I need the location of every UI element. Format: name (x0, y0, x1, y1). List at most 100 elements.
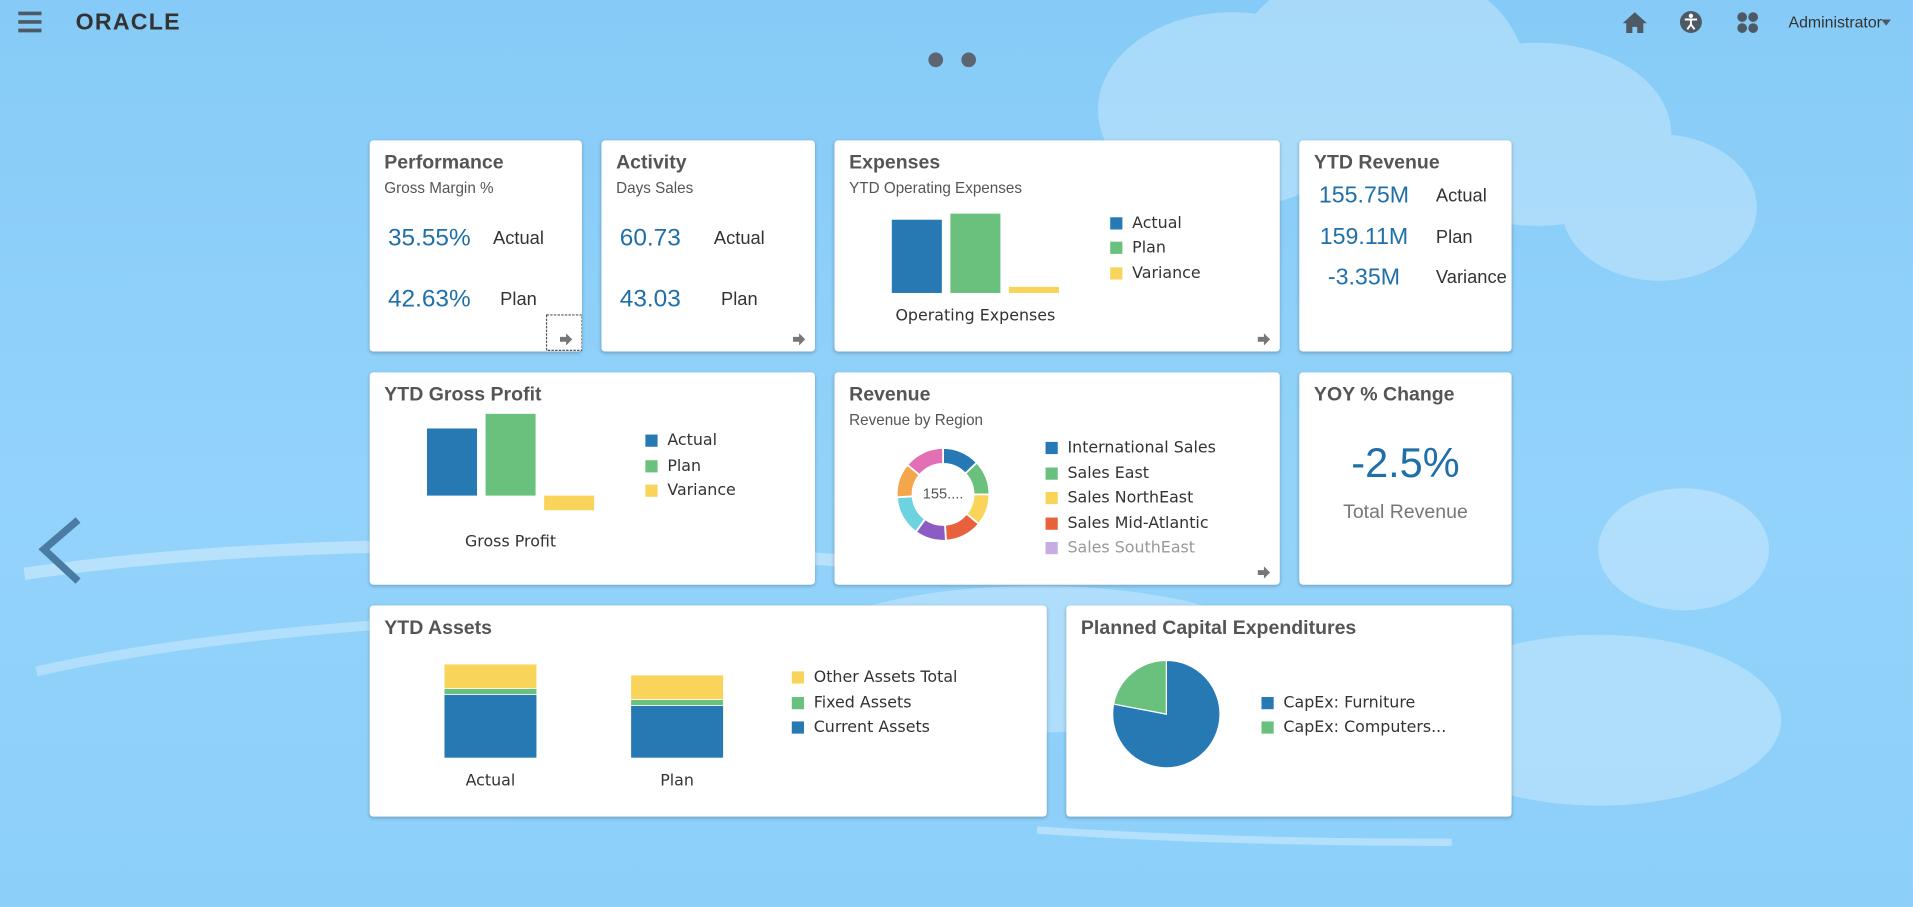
legend-label: Current Assets (814, 717, 930, 736)
dashboard-card[interactable]: YTD Revenue 155.75M Actual 159.11M Plan -3.35… (1299, 140, 1512, 352)
legend-label: Fixed Assets (814, 693, 912, 712)
home-icon[interactable] (1622, 12, 1647, 33)
bar (544, 495, 595, 511)
bar-segment (630, 674, 724, 700)
kpi-value: 35.55% (388, 225, 471, 252)
legend-label: International Sales (1068, 437, 1216, 456)
kpi-value: 159.11M (1320, 223, 1408, 249)
legend-label: Plan (1132, 237, 1166, 256)
dashboard-card[interactable]: YOY % Change -2.5% Total Revenue (1299, 372, 1512, 585)
legend-swatch (1261, 721, 1274, 734)
card-title: Revenue (849, 384, 930, 406)
legend-label: Sales Mid-Atlantic (1068, 513, 1209, 532)
drill-arrow[interactable] (559, 333, 573, 346)
kpi-value: -3.35M (1328, 263, 1400, 289)
drill-arrow[interactable] (1257, 333, 1271, 346)
legend-swatch (791, 721, 804, 734)
chevron[interactable] (38, 517, 81, 584)
kpi-label: Plan (500, 288, 537, 309)
card-subtitle: Gross Margin % (384, 180, 494, 197)
legend-swatch (645, 484, 658, 497)
legend-swatch (1110, 267, 1123, 280)
user-menu[interactable]: Administrator (1789, 14, 1883, 31)
category-label: Operating Expenses (895, 306, 1055, 325)
card-content: Expenses YTD Operating Expenses Actual Plan… (849, 152, 1271, 346)
legend-label: CapEx: Computers... (1283, 717, 1446, 736)
legend-swatch (791, 671, 804, 684)
kpi-label: Total Revenue (1343, 501, 1468, 523)
card-title: Expenses (849, 152, 940, 174)
bar-segment (630, 705, 724, 759)
legend-swatch (1110, 217, 1123, 230)
category-label: Gross Profit (465, 531, 556, 550)
dashboard-card[interactable]: YTD Assets Actual Plan Current Assets Fixed … (369, 605, 1047, 817)
card-content: YTD Gross Profit Actual Plan Variance Gross … (384, 384, 736, 551)
donut-center-label: 155.... (923, 486, 964, 502)
legend-label: Variance (667, 480, 735, 499)
kpi-label: Plan (721, 288, 758, 309)
accessibility-icon[interactable] (1679, 10, 1702, 33)
legend-label: Actual (1132, 213, 1182, 232)
legend-label: Actual (667, 430, 717, 449)
card-content: Planned Capital Expenditures CapEx: Furni… (1081, 617, 1446, 769)
prev-button[interactable] (24, 500, 122, 598)
logo: ORACLE (76, 8, 181, 34)
legend-swatch (645, 434, 658, 447)
drill-arrow[interactable] (1257, 566, 1271, 579)
card-content: Activity Days Sales 60.73 Actual 43.03 Plan (616, 152, 806, 346)
legend-swatch (645, 460, 658, 473)
page-dot[interactable] (961, 52, 976, 68)
bar (485, 413, 536, 496)
card-content: Revenue Revenue by Region International Sa… (849, 384, 1271, 579)
card-content: Performance Gross Margin % 35.55% Actual 42.… (384, 152, 582, 351)
dashboard-card[interactable]: Expenses YTD Operating Expenses Actual Plan… (834, 140, 1280, 352)
header: ORACLE Administrator (18, 8, 1891, 68)
legend-swatch (1045, 467, 1058, 480)
kpi-value: 43.03 (620, 286, 681, 313)
card-title: YOY % Change (1314, 384, 1455, 406)
kpi-label: Plan (1436, 226, 1473, 247)
dashboard-card[interactable]: Activity Days Sales 60.73 Actual 43.03 Plan (601, 140, 815, 352)
card-content: YTD Assets Actual Plan Current Assets Fixed … (384, 617, 958, 790)
card-title: Activity (616, 152, 687, 174)
apps-icon[interactable] (1737, 12, 1759, 33)
legend-swatch (1045, 491, 1058, 505)
card-subtitle: Revenue by Region (849, 412, 983, 429)
bar-segment (443, 688, 538, 695)
donut-slice (906, 447, 944, 477)
dashboard-card[interactable]: YTD Gross Profit Actual Plan Variance Gross … (369, 372, 815, 585)
dashboard-card[interactable]: Planned Capital Expenditures CapEx: Furni… (1066, 605, 1512, 817)
category-label: Plan (660, 771, 694, 790)
legend-swatch (1045, 517, 1058, 530)
dropdown-caret[interactable] (1881, 19, 1891, 26)
card-subtitle: Days Sales (616, 180, 693, 197)
legend-label: Sales East (1068, 463, 1149, 482)
legend-label: Variance (1132, 263, 1200, 282)
bar-segment (630, 699, 724, 706)
legend-swatch (791, 697, 804, 710)
card-content: YTD Revenue 155.75M Actual 159.11M Plan -3.35… (1314, 152, 1507, 290)
bar (427, 428, 478, 496)
card-title: YTD Gross Profit (384, 384, 542, 406)
legend-label: Other Assets Total (814, 667, 958, 686)
menu-button[interactable] (18, 11, 42, 33)
card-title: Planned Capital Expenditures (1081, 617, 1357, 639)
kpi-label: Actual (714, 227, 765, 248)
bar (1008, 286, 1059, 293)
page-dot[interactable] (928, 52, 944, 68)
dashboard-card[interactable]: Performance Gross Margin % 35.55% Actual 42.… (369, 140, 582, 352)
legend-swatch (1110, 241, 1123, 254)
legend-swatch (1045, 441, 1058, 455)
kpi-value: -2.5% (1351, 439, 1459, 486)
category-label: Actual (466, 771, 516, 790)
kpi-label: Variance (1436, 266, 1507, 287)
drill-arrow[interactable] (793, 333, 806, 346)
kpi-value: 155.75M (1319, 182, 1409, 208)
bar (891, 219, 942, 293)
dashboard-card[interactable]: Revenue Revenue by Region International Sa… (834, 372, 1280, 585)
legend-swatch (1045, 541, 1058, 555)
bar-segment (443, 694, 538, 759)
kpi-value: 42.63% (388, 286, 471, 313)
